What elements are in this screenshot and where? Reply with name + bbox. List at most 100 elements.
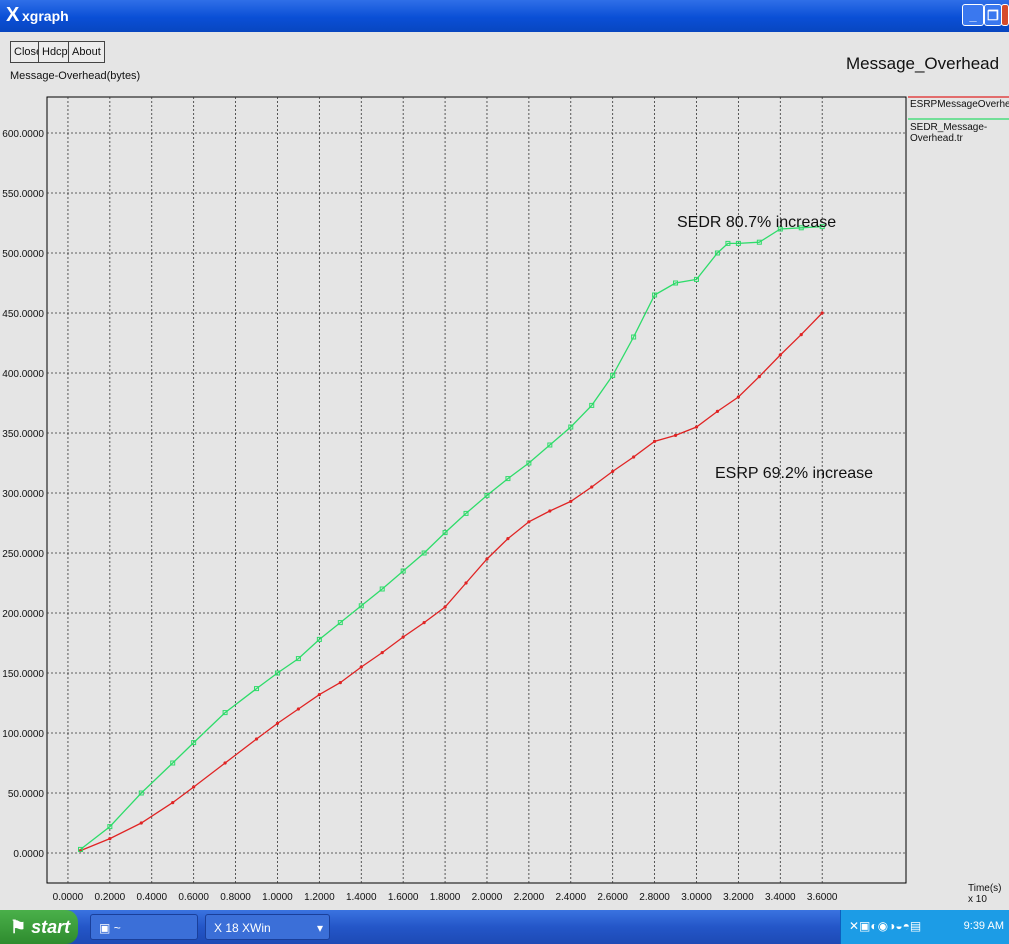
close-button[interactable]: Close <box>10 41 47 63</box>
data-point-esrp <box>192 785 196 789</box>
data-point-esrp <box>139 821 143 825</box>
data-point-esrp <box>527 520 531 524</box>
data-point-sedr <box>191 740 197 746</box>
window-titlebar[interactable]: X xgraph _ ❐ <box>0 0 1009 32</box>
task2-label: 18 XWin <box>225 921 271 935</box>
x-tick-label: 2.6000 <box>597 892 628 903</box>
x-tick-label: 0.4000 <box>136 892 167 903</box>
y-tick-label: 0.0000 <box>13 849 44 860</box>
data-point-sedr <box>798 225 804 231</box>
start-button[interactable]: ⚑ start <box>0 910 78 944</box>
clock: 9:39 AM <box>963 920 1004 932</box>
y-axis-label: Message-Overhead(bytes) <box>10 70 141 82</box>
data-point-sedr <box>78 846 84 852</box>
data-point-esrp <box>338 681 342 685</box>
data-point-esrp <box>820 311 824 315</box>
data-point-sedr <box>526 460 532 466</box>
data-point-esrp <box>736 395 740 399</box>
y-tick-label: 350.0000 <box>2 429 44 440</box>
data-point-esrp <box>443 605 447 609</box>
data-point-sedr <box>107 824 113 830</box>
data-point-esrp <box>569 499 573 503</box>
taskbar-item-xwin[interactable]: X 18 XWin ▾ <box>205 914 330 940</box>
x-tick-label: 1.6000 <box>388 892 419 903</box>
x-tick-label: 2.0000 <box>472 892 503 903</box>
x-tick-label: 1.0000 <box>262 892 293 903</box>
data-point-esrp <box>485 557 489 561</box>
data-point-sedr <box>652 292 658 298</box>
data-point-esrp <box>401 635 405 639</box>
minimize-button[interactable]: _ <box>962 4 984 26</box>
x-logo-icon: X <box>6 4 20 26</box>
data-point-sedr <box>714 250 720 256</box>
y-tick-label: 200.0000 <box>2 609 44 620</box>
x-tick-label: 0.6000 <box>178 892 209 903</box>
data-point-sedr <box>631 334 637 340</box>
data-point-esrp <box>757 375 761 379</box>
legend-entry-sedr: SEDR_Message-Overhead.tr <box>910 122 988 144</box>
data-point-esrp <box>422 621 426 625</box>
data-point-esrp <box>694 425 699 429</box>
data-point-esrp <box>611 469 615 473</box>
plot-title: Message_Overhead <box>846 54 1000 73</box>
data-point-sedr <box>568 424 574 430</box>
data-point-sedr <box>589 402 595 408</box>
y-tick-label: 300.0000 <box>2 489 44 500</box>
x-tick-label: 0.2000 <box>95 892 126 903</box>
data-point-esrp <box>673 433 678 437</box>
y-tick-label: 550.0000 <box>2 189 44 200</box>
taskbar-item-terminal[interactable]: ▣ ~ <box>90 914 198 940</box>
about-button[interactable]: About <box>68 41 105 63</box>
system-tray: ✕▣◐◉◑◒◓▤ 9:39 AM <box>840 910 1009 944</box>
x-tick-label: 3.6000 <box>807 892 838 903</box>
data-point-sedr <box>505 476 511 482</box>
data-point-esrp <box>359 665 363 669</box>
data-point-sedr <box>138 790 144 796</box>
y-tick-label: 400.0000 <box>2 369 44 380</box>
data-point-sedr <box>274 670 280 676</box>
data-point-sedr <box>254 686 260 692</box>
x-tick-label: 0.8000 <box>220 892 251 903</box>
legend-entry-esrp: ESRPMessageOverheads'.tr <box>910 99 1009 110</box>
x-tick-label: 3.4000 <box>765 892 796 903</box>
data-point-esrp <box>275 721 280 726</box>
data-point-sedr <box>358 603 364 609</box>
tray-icons: ✕▣◐◉◑◒◓▤ <box>849 919 922 933</box>
data-point-esrp <box>223 761 227 765</box>
data-point-sedr <box>756 239 762 245</box>
series-line-sedr <box>80 225 823 850</box>
x-tick-label: 2.2000 <box>514 892 545 903</box>
y-tick-label: 50.0000 <box>8 789 45 800</box>
x-tick-label: 3.0000 <box>681 892 712 903</box>
data-point-sedr <box>693 276 699 282</box>
series-line-esrp <box>80 312 823 852</box>
data-point-sedr <box>819 224 825 230</box>
task1-label: ~ <box>113 921 121 935</box>
chevron-down-icon: ▾ <box>316 921 323 935</box>
data-point-sedr <box>442 530 448 536</box>
x-tick-label: 1.8000 <box>430 892 461 903</box>
data-point-sedr <box>222 710 228 716</box>
terminal-icon: ▣ <box>99 921 111 935</box>
y-tick-label: 100.0000 <box>2 729 44 740</box>
data-point-esrp <box>590 485 594 489</box>
data-point-esrp <box>254 737 259 741</box>
x-tick-label: 3.2000 <box>723 892 754 903</box>
data-point-esrp <box>108 837 112 841</box>
x-tick-label: 1.2000 <box>304 892 335 903</box>
data-point-sedr <box>463 510 469 516</box>
data-point-sedr <box>777 226 783 232</box>
data-point-esrp <box>632 455 636 459</box>
data-point-sedr <box>379 586 385 592</box>
data-point-sedr <box>547 442 553 448</box>
data-point-sedr <box>400 568 406 574</box>
x-tick-label: 2.8000 <box>639 892 670 903</box>
data-point-sedr <box>484 492 490 498</box>
x-tick-label: 1.4000 <box>346 892 377 903</box>
data-point-esrp <box>317 693 321 697</box>
x-logo-icon: X <box>214 921 223 935</box>
window-title: xgraph <box>22 8 69 24</box>
plot-frame <box>46 96 907 884</box>
x-axis-unit: Time(s) x 10 <box>968 883 1002 905</box>
